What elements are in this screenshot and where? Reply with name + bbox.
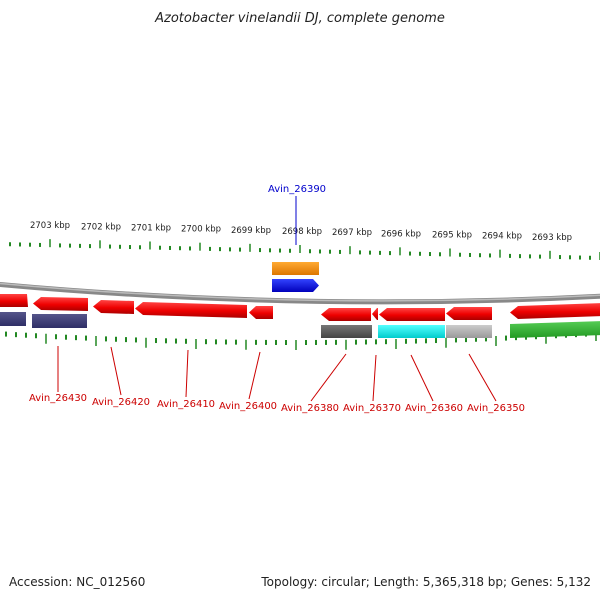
- label-connectors: [57, 196, 497, 402]
- gene-label-avin-26410[interactable]: Avin_26410: [157, 399, 215, 410]
- gene-label-avin-26420[interactable]: Avin_26420: [92, 397, 150, 408]
- scale-tick-label: 2701 kbp: [131, 224, 171, 234]
- green-feature[interactable]: [510, 321, 600, 338]
- lower-scale-ruler: [5, 331, 597, 350]
- navy-feature-left-edge[interactable]: [0, 312, 26, 326]
- cyan-feature[interactable]: [378, 325, 445, 338]
- scale-tick-label: 2697 kbp: [332, 228, 372, 238]
- upper-scale-ruler: [9, 239, 600, 260]
- scale-tick-label: 2693 kbp: [532, 233, 572, 243]
- gene-arrow-avin-26390[interactable]: [272, 279, 319, 292]
- scale-tick-label: 2699 kbp: [231, 226, 271, 236]
- gene-arrow-avin-26350[interactable]: [446, 307, 492, 320]
- gene-arrow-avin-26360[interactable]: [379, 308, 445, 321]
- gene-arrow-avin-26420[interactable]: [93, 300, 134, 314]
- gene-label-avin-26430[interactable]: Avin_26430: [29, 393, 87, 404]
- gene-label-avin-26360[interactable]: Avin_26360: [405, 403, 463, 414]
- gene-arrow-avin-26380[interactable]: [321, 308, 371, 321]
- scale-tick-label: 2698 kbp: [282, 227, 322, 237]
- scale-tick-label: 2700 kbp: [181, 225, 221, 235]
- navy-feature[interactable]: [32, 314, 87, 328]
- lightgray-feature[interactable]: [446, 325, 492, 338]
- scale-tick-label: 2702 kbp: [81, 222, 121, 232]
- gene-label-avin-26370[interactable]: Avin_26370: [343, 403, 401, 414]
- scale-tick-label: 2696 kbp: [381, 229, 421, 239]
- scale-tick-label: 2695 kbp: [432, 231, 472, 241]
- genome-backbone: [0, 281, 600, 305]
- darkgray-feature[interactable]: [321, 325, 372, 338]
- gene-arrow-right-edge[interactable]: [510, 303, 600, 319]
- gene-label-avin-26350[interactable]: Avin_26350: [467, 403, 525, 414]
- gene-arrow-avin-26400[interactable]: [249, 306, 273, 319]
- gene-arrow-avin-26370[interactable]: [372, 308, 378, 320]
- genome-summary-text: Topology: circular; Length: 5,365,318 bp…: [260, 575, 591, 589]
- gene-arrow-avin-26410[interactable]: [135, 302, 247, 318]
- gene-label-avin-26380[interactable]: Avin_26380: [281, 403, 339, 414]
- gene-label-avin-26400[interactable]: Avin_26400: [219, 401, 277, 412]
- map-title: Azotobacter vinelandii DJ, complete geno…: [154, 11, 445, 26]
- gene-label-avin-26390[interactable]: Avin_26390: [268, 184, 326, 195]
- scale-labels: 2703 kbp 2702 kbp 2701 kbp 2700 kbp 2699 kbp…: [30, 221, 572, 243]
- scale-tick-label: 2694 kbp: [482, 232, 522, 242]
- accession-text: Accession: NC_012560: [9, 575, 145, 589]
- gene-arrow-avin-26430[interactable]: [33, 297, 88, 311]
- orange-feature[interactable]: [272, 262, 319, 275]
- gene-arrow-left-edge[interactable]: [0, 294, 28, 307]
- scale-tick-label: 2703 kbp: [30, 221, 70, 231]
